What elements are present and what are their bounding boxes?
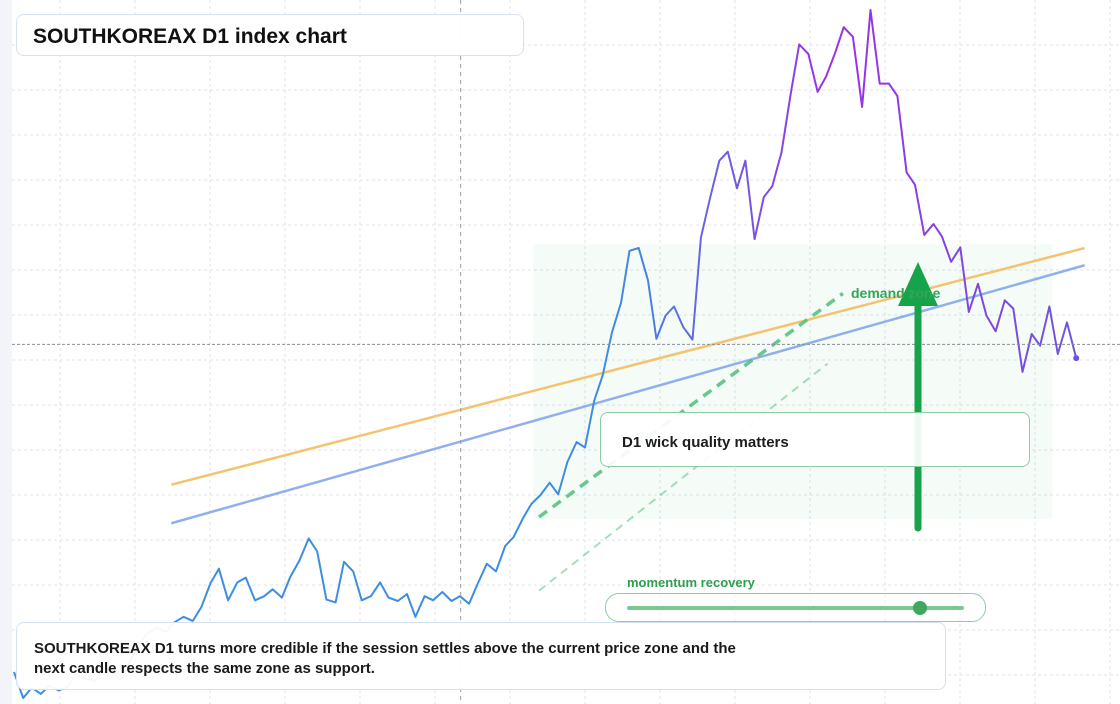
momentum-slider-handle[interactable] xyxy=(913,601,928,615)
momentum-label: momentum recovery xyxy=(627,575,755,590)
trendline xyxy=(170,264,1086,525)
trendline xyxy=(171,246,1085,486)
trendlines xyxy=(170,246,1086,592)
trendline xyxy=(537,292,844,519)
chart-title: SOUTHKOREAX D1 index chart xyxy=(33,25,347,48)
demand-zone-label: demand zone xyxy=(851,285,941,301)
up-arrow-head xyxy=(898,262,938,306)
title-panel: SOUTHKOREAX D1 index chart xyxy=(16,14,524,56)
wick-note-panel: D1 wick quality matters xyxy=(600,412,1030,467)
price-series xyxy=(13,9,1080,699)
trendline xyxy=(538,362,829,592)
demand-zone-area xyxy=(532,243,1053,520)
momentum-slider[interactable] xyxy=(605,593,986,622)
momentum-slider-track xyxy=(627,606,964,610)
wick-note-text: D1 wick quality matters xyxy=(622,434,789,451)
summary-panel: SOUTHKOREAX D1 turns more credible if th… xyxy=(16,622,946,690)
left-axis-strip xyxy=(0,0,12,704)
demand-zone-rect xyxy=(532,243,1053,520)
summary-text: SOUTHKOREAX D1 turns more credible if th… xyxy=(34,640,736,677)
price-line xyxy=(13,9,1078,699)
last-price-dot xyxy=(1073,355,1080,362)
